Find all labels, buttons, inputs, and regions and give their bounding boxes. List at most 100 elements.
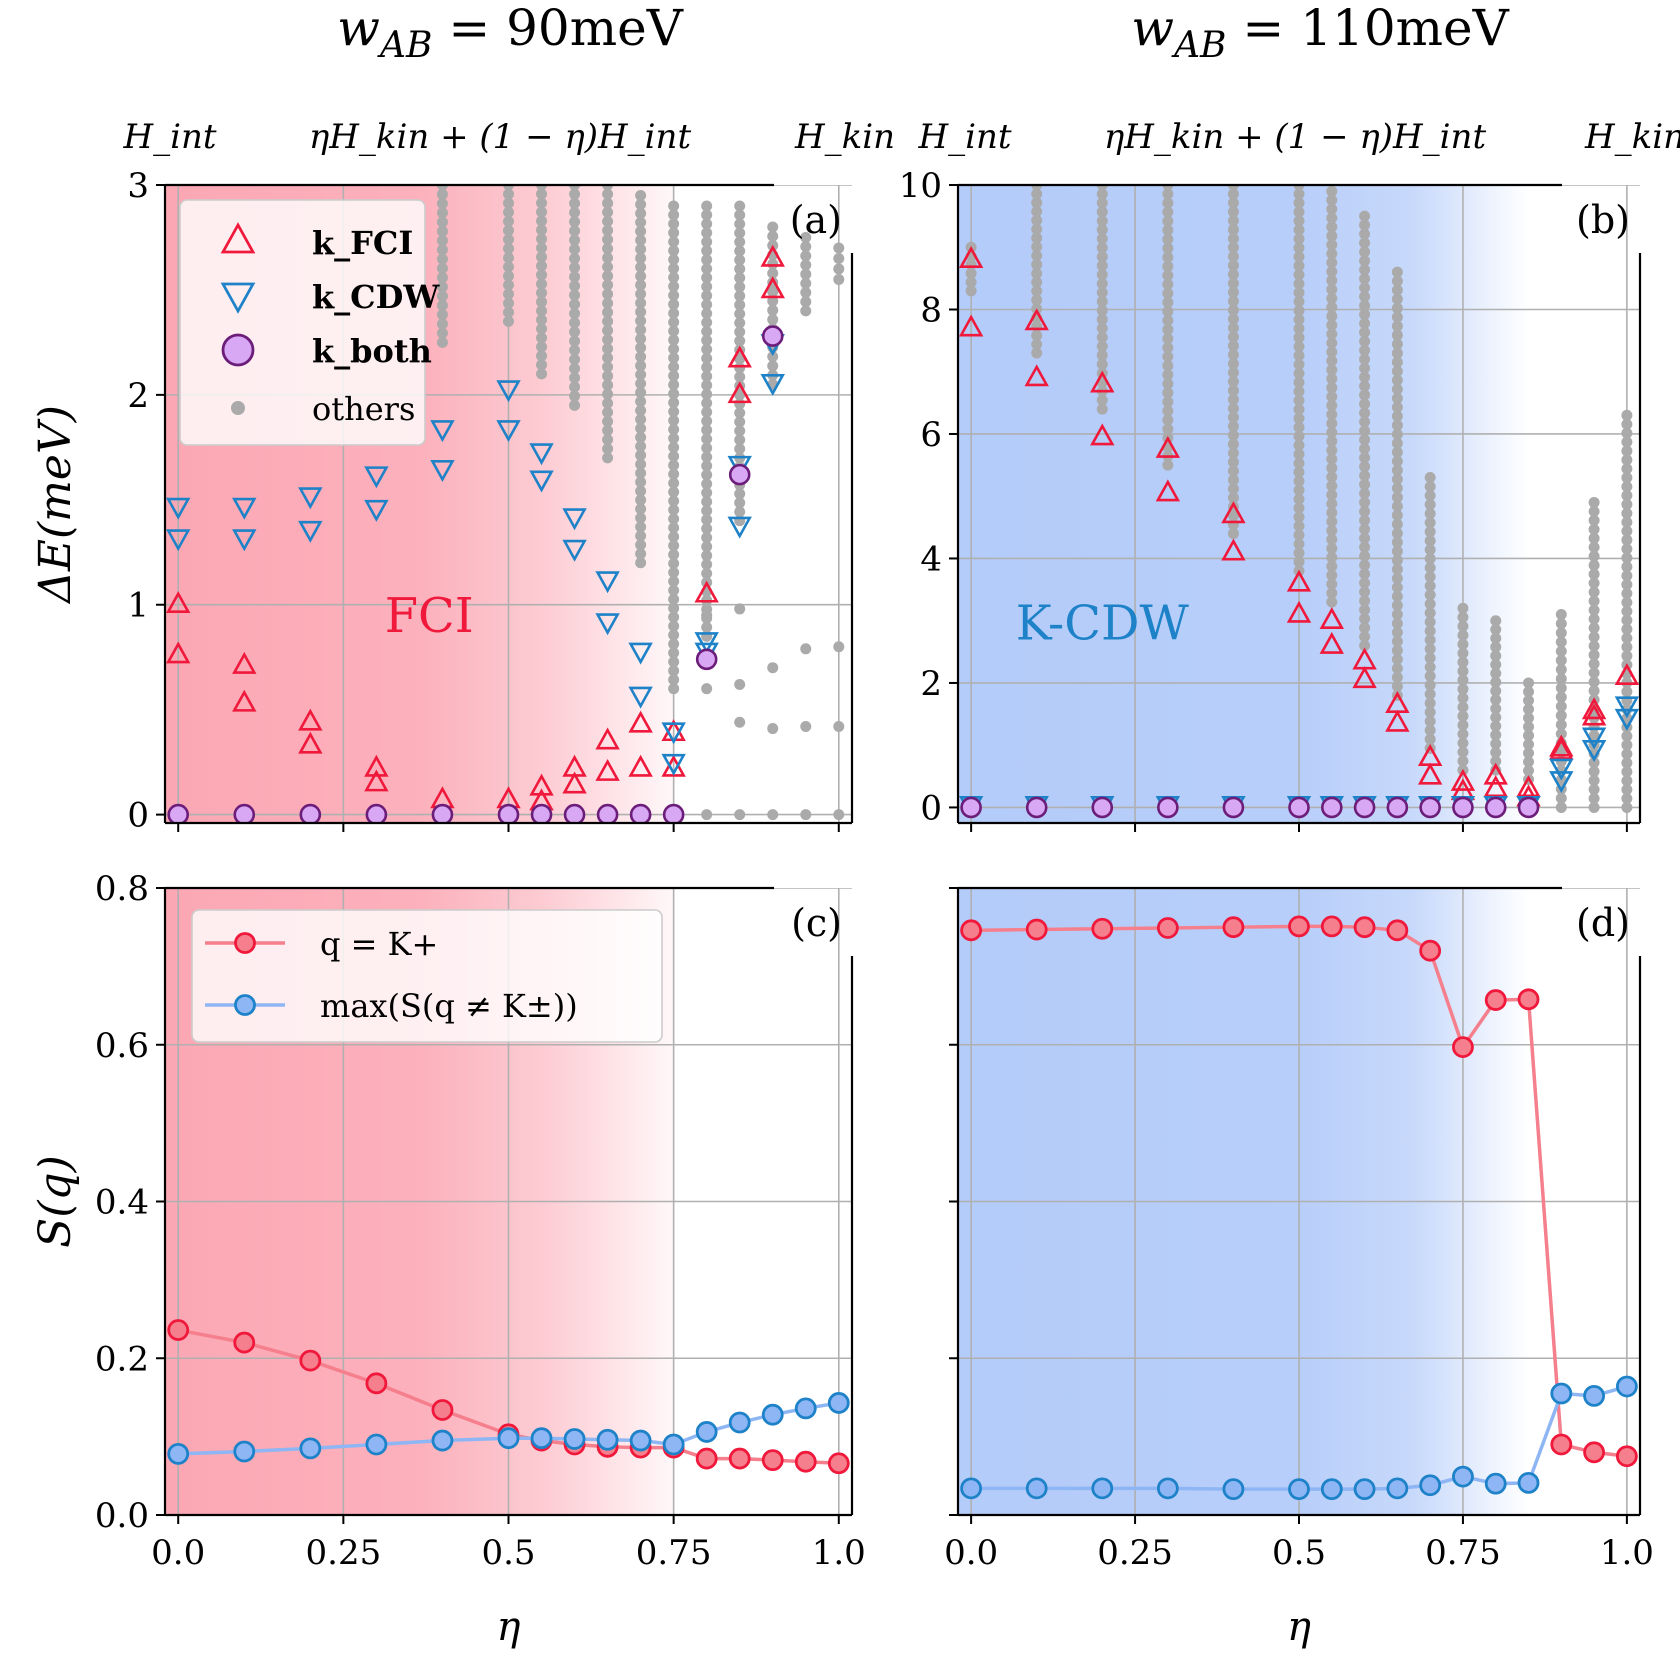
k-fci-point: [1581, 703, 1607, 726]
others-point: [1588, 613, 1600, 625]
others-point: [701, 272, 713, 284]
others-point: [1293, 206, 1305, 218]
k-both-point: [299, 803, 322, 823]
k-fci-point: [1155, 479, 1181, 502]
others-point: [436, 253, 448, 265]
others-point: [436, 281, 448, 293]
others-point: [1621, 623, 1633, 635]
others-point: [734, 263, 746, 275]
others-point: [668, 334, 680, 346]
others-point: [1621, 570, 1633, 582]
others-point: [1359, 425, 1371, 437]
others-point: [503, 234, 514, 246]
others-point: [1096, 331, 1108, 343]
series-point-k-plus: [1156, 917, 1179, 939]
others-point: [1588, 658, 1600, 670]
others-point: [668, 629, 680, 641]
k-cdw-point: [364, 499, 389, 522]
series-point-max-s: [365, 1433, 388, 1456]
others-point: [1326, 435, 1338, 447]
others-point: [1490, 659, 1502, 671]
others-point: [1031, 294, 1043, 306]
others-point: [503, 252, 514, 264]
others-point: [800, 277, 812, 289]
others-point: [701, 361, 713, 373]
others-point: [1359, 389, 1371, 401]
others-point: [1162, 369, 1174, 381]
others-point: [1162, 351, 1174, 363]
others-point: [668, 289, 680, 301]
others-point: [1162, 287, 1174, 299]
others-point: [668, 584, 680, 596]
others-point: [1293, 269, 1305, 281]
series-point-max-s: [794, 1397, 817, 1420]
others-point: [1227, 492, 1239, 504]
others-point: [668, 566, 680, 578]
others-point: [1162, 387, 1174, 399]
others-point: [1391, 347, 1403, 359]
others-point: [1391, 653, 1403, 665]
others-point: [536, 188, 548, 200]
others-point: [1227, 411, 1239, 423]
others-point: [965, 285, 977, 297]
k-fci-point: [1319, 607, 1344, 630]
others-point: [1621, 525, 1633, 537]
others-point: [1326, 596, 1338, 608]
others-point: [1588, 775, 1600, 787]
others-point: [602, 325, 614, 337]
others-point: [436, 318, 448, 330]
series-line-k-plus: [971, 924, 1628, 1458]
others-point: [1621, 641, 1633, 653]
others-point: [1293, 412, 1305, 424]
others-point: [734, 218, 746, 230]
others-point: [635, 485, 647, 497]
others-point: [1359, 604, 1371, 616]
others-point: [668, 406, 680, 418]
series-point-k-plus: [728, 1447, 751, 1470]
legend-label: q = K+: [320, 925, 438, 963]
k-both-point: [1353, 796, 1376, 819]
others-point: [635, 530, 647, 542]
others-point: [1424, 652, 1436, 664]
others-point: [602, 297, 614, 309]
others-point: [1359, 309, 1371, 321]
k-fci-point: [166, 641, 191, 664]
others-point: [1293, 484, 1305, 496]
k-both-point: [1419, 796, 1441, 819]
others-point: [1621, 650, 1633, 662]
others-point: [1326, 337, 1338, 349]
others-point: [734, 809, 746, 821]
others-point: [734, 335, 746, 347]
others-point: [1555, 618, 1567, 630]
others-point: [436, 309, 448, 321]
k-fci-point: [628, 710, 653, 733]
others-point: [1588, 505, 1600, 517]
others-point: [833, 720, 845, 732]
others-point: [1326, 212, 1338, 224]
others-point: [1588, 792, 1600, 804]
others-point: [1588, 730, 1600, 742]
others-point: [436, 244, 448, 256]
others-point: [1424, 625, 1436, 637]
others-point: [668, 263, 680, 275]
legend-marker-k-both: [221, 333, 255, 367]
others-point: [1359, 398, 1371, 410]
series-point-k-plus: [1419, 939, 1442, 962]
others-point: [1096, 349, 1108, 361]
others-point: [1588, 514, 1600, 526]
others-point: [1424, 535, 1436, 547]
others-point: [1457, 683, 1469, 695]
others-point: [436, 336, 448, 348]
cdw-region-shade: [958, 185, 1529, 823]
others-point: [1031, 347, 1043, 359]
others-point: [1359, 407, 1371, 419]
series-point-max-s: [1091, 1477, 1114, 1500]
others-point: [569, 225, 581, 237]
others-point: [1391, 581, 1403, 593]
k-both-point: [431, 803, 454, 823]
others-point: [1227, 349, 1239, 361]
others-point: [602, 288, 614, 300]
others-point: [569, 271, 581, 283]
others-point: [1359, 452, 1371, 464]
